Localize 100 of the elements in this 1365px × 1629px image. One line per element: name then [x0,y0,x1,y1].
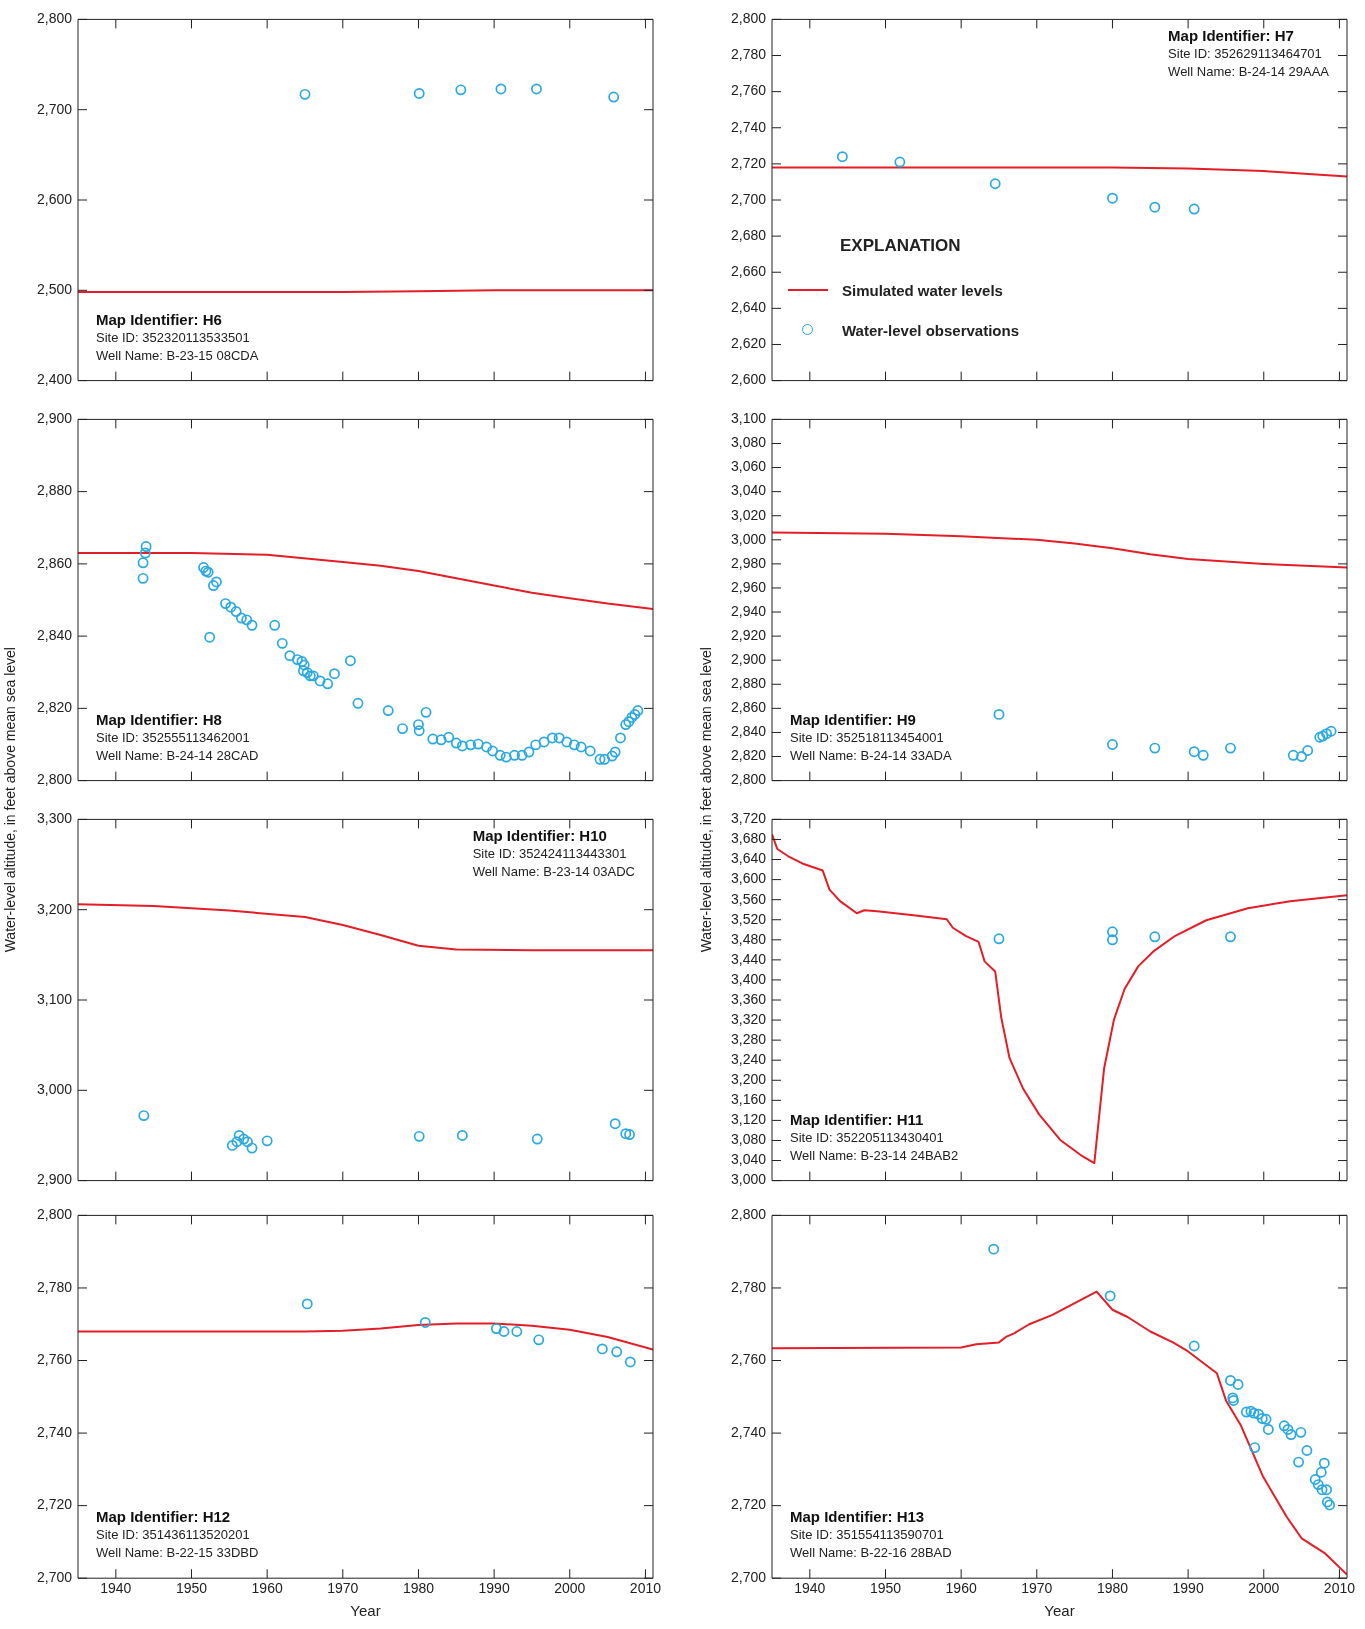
y-tick-label: 3,040 [730,1151,767,1168]
x-tick-label: 2000 [1248,1580,1280,1597]
annotation: Well Name: B-24-14 33ADA [790,746,952,765]
annotation: Well Name: B-24-14 29AAA [1168,63,1329,82]
y-tick-label: 2,800 [730,10,767,27]
legend-title: EXPLANATION [840,236,962,257]
y-tick-label: 3,040 [730,482,767,499]
annotation: Map Identifier: H9 [790,710,917,729]
y-tick-label: 3,000 [730,530,767,547]
y-tick-label: 2,940 [730,602,767,619]
annotation: Site ID: 352555113462001 [96,728,251,747]
x-tick-label: 1980 [1096,1580,1129,1597]
annotation: Well Name: B-23-14 24BAB2 [790,1146,959,1165]
y-tick-label: 3,120 [730,1111,767,1128]
x-tick-label: 1950 [175,1580,208,1597]
legend-label: Water-level observations [842,321,1020,339]
y-tick-label: 3,440 [730,950,767,967]
y-tick-label: 2,640 [730,299,767,316]
annotation: Site ID: 352424113443301 [472,845,628,864]
annotation: Well Name: B-22-15 33DBD [96,1544,259,1563]
annotation: Map Identifier: H11 [790,1110,925,1129]
y-tick-label: 2,800 [730,771,767,788]
x-axis-title: Year [1044,1602,1075,1620]
x-tick-label: 1940 [100,1580,132,1597]
y-tick-label: 2,780 [730,46,767,63]
y-tick-label: 2,800 [36,771,73,788]
y-tick-label: 2,840 [36,626,73,643]
y-tick-label: 2,800 [36,10,73,27]
x-tick-label: 1960 [251,1580,283,1597]
y-tick-label: 2,660 [730,263,767,280]
y-tick-label: 3,240 [730,1051,767,1068]
y-tick-label: 2,880 [36,482,73,499]
y-tick-label: 2,700 [36,1569,73,1586]
annotation: Map Identifier: H10 [472,827,608,846]
x-axis-title: Year [350,1602,381,1620]
y-tick-label: 2,700 [730,190,767,207]
annotation: Site ID: 352205113430401 [790,1128,945,1147]
annotation: Well Name: B-24-14 28CAD [96,746,259,765]
annotation: Site ID: 352518113454001 [790,728,945,747]
annotation: Map Identifier: H7 [1168,27,1295,46]
y-tick-label: 3,300 [36,810,73,827]
y-tick-label: 3,200 [730,1071,767,1088]
y-tick-label: 2,900 [730,651,767,668]
x-tick-label: 1940 [794,1580,826,1597]
y-tick-label: 2,740 [730,1423,767,1440]
y-tick-label: 2,620 [730,335,767,352]
x-tick-label: 2010 [629,1580,662,1597]
y-tick-label: 3,560 [730,890,767,907]
y-tick-label: 3,360 [730,990,767,1007]
y-tick-label: 3,520 [730,910,767,927]
y-tick-label: 2,980 [730,554,767,571]
y-tick-label: 2,760 [36,1351,73,1368]
y-tick-label: 2,800 [36,1206,73,1223]
x-tick-label: 2000 [554,1580,586,1597]
y-tick-label: 2,840 [730,723,767,740]
y-tick-label: 2,600 [36,190,73,207]
y-tick-label: 3,720 [730,810,767,827]
annotation: Site ID: 351436113520201 [96,1526,251,1545]
x-tick-label: 1990 [478,1580,510,1597]
x-tick-label: 1970 [1021,1580,1053,1597]
annotation: Map Identifier: H8 [96,710,223,729]
y-tick-label: 2,700 [36,100,73,117]
y-tick-label: 2,600 [730,371,767,388]
y-tick-label: 2,720 [730,154,767,171]
annotation: Well Name: B-22-16 28BAD [790,1544,952,1563]
y-tick-label: 3,080 [730,434,767,451]
y-tick-label: 2,820 [730,747,767,764]
y-tick-label: 2,900 [36,1171,73,1188]
legend-label: Simulated water levels [842,281,1003,299]
annotation: Site ID: 352320113533501 [96,328,251,347]
y-tick-label: 2,720 [730,1496,767,1513]
y-tick-label: 2,700 [730,1569,767,1586]
x-tick-label: 1990 [1172,1580,1204,1597]
y-tick-label: 2,860 [730,699,767,716]
annotation: Well Name: B-23-15 08CDA [96,346,259,365]
y-tick-label: 3,160 [730,1091,767,1108]
y-tick-label: 2,680 [730,226,767,243]
x-tick-label: 1980 [402,1580,435,1597]
y-tick-label: 2,960 [730,578,767,595]
y-tick-label: 3,320 [730,1010,767,1027]
y-tick-label: 2,800 [730,1206,767,1223]
y-tick-label: 2,400 [36,371,73,388]
x-tick-label: 1970 [327,1580,359,1597]
annotation: Well Name: B-23-14 03ADC [472,863,635,882]
y-tick-label: 3,640 [730,850,767,867]
y-axis-title: Water-level altitude, in feet above mean sea level [2,647,18,953]
y-tick-label: 3,100 [730,410,767,427]
y-tick-label: 3,000 [730,1171,767,1188]
y-tick-label: 2,920 [730,626,767,643]
x-tick-label: 2010 [1323,1580,1356,1597]
y-tick-label: 2,760 [730,82,767,99]
annotation: Site ID: 352629113464701 [1168,45,1323,64]
y-tick-label: 2,760 [730,1351,767,1368]
y-tick-label: 2,720 [36,1496,73,1513]
y-tick-label: 2,900 [36,410,73,427]
y-tick-label: 2,500 [36,281,73,298]
y-tick-label: 3,060 [730,458,767,475]
y-tick-label: 3,680 [730,830,767,847]
y-tick-label: 2,820 [36,699,73,716]
y-tick-label: 3,100 [36,990,73,1007]
